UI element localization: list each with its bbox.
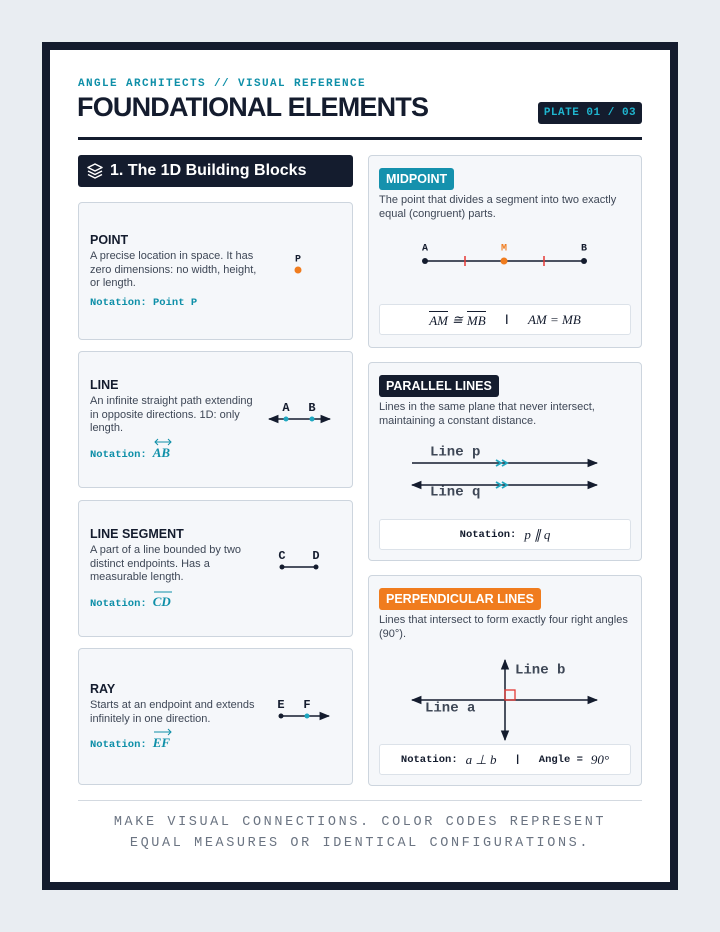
- parallel-card: PARALLEL LINES Lines in the same plane t…: [368, 362, 642, 561]
- kicker: ANGLE ARCHITECTS // VISUAL REFERENCE: [78, 78, 367, 90]
- card-description: Lines that intersect to form exactly fou…: [379, 614, 628, 640]
- footer: MAKE VISUAL CONNECTIONS. COLOR CODES REP…: [113, 815, 607, 851]
- separator: |: [514, 753, 521, 766]
- line-card: LINE An infinite straight path extending…: [78, 351, 353, 488]
- angle: 90°: [590, 751, 610, 767]
- card-notation: Notation: AB: [90, 438, 352, 461]
- header-rule: [78, 137, 642, 140]
- notation-text: CD: [152, 593, 171, 609]
- card-title: RAY: [90, 682, 116, 696]
- section-title: 1. The 1D Building Blocks: [110, 162, 307, 179]
- segment-bar: [153, 591, 172, 593]
- notation-box: Notation: a ⊥ b | Angle = 90°: [379, 744, 631, 775]
- notation-symbol: AB: [152, 438, 172, 461]
- card-title: LINE SEGMENT: [90, 527, 184, 542]
- card-tag: PERPENDICULAR LINES: [379, 588, 541, 610]
- footer-rule: [78, 800, 642, 801]
- card-title: POINT: [90, 233, 129, 248]
- notation-label: Notation:: [90, 739, 147, 751]
- notation-text: EF: [152, 735, 171, 750]
- point-card: POINT A precise location in space. It ha…: [78, 202, 353, 340]
- card-notation: Notation: CD: [90, 591, 352, 610]
- card-description: An infinite straight path extending in o…: [90, 395, 253, 435]
- operator: ≅: [451, 311, 463, 327]
- title: FOUNDATIONAL ELEMENTS: [77, 92, 429, 122]
- card-tag: PARALLEL LINES: [379, 375, 499, 397]
- plate-badge: PLATE 01 / 03: [538, 102, 642, 124]
- segment: MB: [466, 310, 486, 328]
- line-arrow: [154, 438, 172, 446]
- card-notation: Notation: EF: [90, 728, 352, 751]
- segment: AM: [429, 310, 448, 328]
- ray-card: RAY Starts at an endpoint and extends in…: [78, 648, 353, 785]
- layers-icon: [87, 163, 103, 179]
- perpendicular-card: PERPENDICULAR LINES Lines that intersect…: [368, 575, 642, 786]
- segment-card: LINE SEGMENT A part of a line bounded by…: [78, 500, 353, 637]
- notation-symbol: EF: [152, 728, 172, 751]
- card-description: A part of a line bounded by two distinct…: [90, 544, 242, 584]
- notation-box: AM ≅ MB | AM = MB: [379, 304, 631, 335]
- card-description: Lines in the same plane that never inter…: [379, 401, 595, 427]
- notation-label: Notation:: [459, 528, 517, 541]
- equation: AM = MB: [527, 311, 581, 327]
- angle-label: Angle =: [538, 753, 583, 766]
- notation: p ∥ q: [524, 526, 551, 542]
- card-description: The point that divides a segment into tw…: [379, 194, 617, 220]
- ray-arrow: [153, 728, 172, 736]
- notation-label: Notation: Point P: [90, 296, 198, 309]
- notation-label: Notation:: [90, 448, 147, 461]
- card-notation: Notation: Point P: [90, 297, 352, 309]
- card-title: LINE: [90, 378, 119, 393]
- card-tag: MIDPOINT: [379, 168, 455, 190]
- midpoint-card: MIDPOINT The point that divides a segmen…: [368, 155, 642, 348]
- card-description: Starts at an endpoint and extends infini…: [90, 699, 255, 725]
- notation-text: AB: [152, 444, 171, 460]
- notation-label: Notation:: [400, 753, 458, 766]
- notation-symbol: CD: [152, 591, 172, 610]
- card-description: A precise location in space. It has zero…: [90, 250, 257, 290]
- notation-box: Notation: p ∥ q: [379, 519, 631, 550]
- section-header: 1. The 1D Building Blocks: [78, 155, 353, 187]
- notation: a ⊥ b: [465, 751, 497, 767]
- notation-label: Notation:: [90, 597, 147, 610]
- separator: |: [503, 313, 510, 326]
